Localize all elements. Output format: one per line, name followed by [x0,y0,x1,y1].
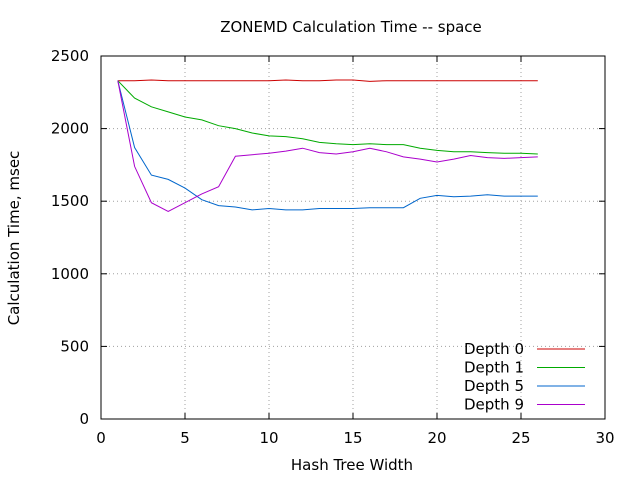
y-tick-label: 0 [79,410,89,428]
y-tick-label: 2000 [51,120,89,138]
grid [101,56,605,419]
y-tick-labels: 0 500 1000 1500 2000 2500 [51,47,89,428]
x-axis-title: Hash Tree Width [291,456,413,474]
x-tick-label: 15 [343,429,362,447]
x-tick-label: 5 [180,429,190,447]
x-tick-label: 0 [96,429,106,447]
legend-label: Depth 1 [464,359,524,377]
series-line-depth-2 [117,80,538,211]
series-line-depth-3 [117,80,538,212]
y-tick-label: 500 [60,337,89,355]
x-tick-label: 10 [259,429,278,447]
series-lines [117,79,538,212]
y-tick-label: 1500 [51,192,89,210]
legend-label: Depth 5 [464,377,524,395]
legend-label: Depth 0 [464,340,524,358]
x-tick-label: 30 [595,429,614,447]
y-tick-label: 1000 [51,265,89,283]
y-axis-title: Calculation Time, msec [5,151,23,326]
y-tick-label: 2500 [51,47,89,65]
plot-border [100,55,606,420]
x-tick-labels: 0 5 10 15 20 25 30 [96,429,614,447]
legend-label: Depth 9 [464,396,524,414]
chart-title: ZONEMD Calculation Time -- space [220,18,482,36]
x-tick-label: 25 [511,429,530,447]
x-tick-label: 20 [427,429,446,447]
series-line-depth-1 [117,80,538,155]
series-line-depth-0 [117,79,538,82]
